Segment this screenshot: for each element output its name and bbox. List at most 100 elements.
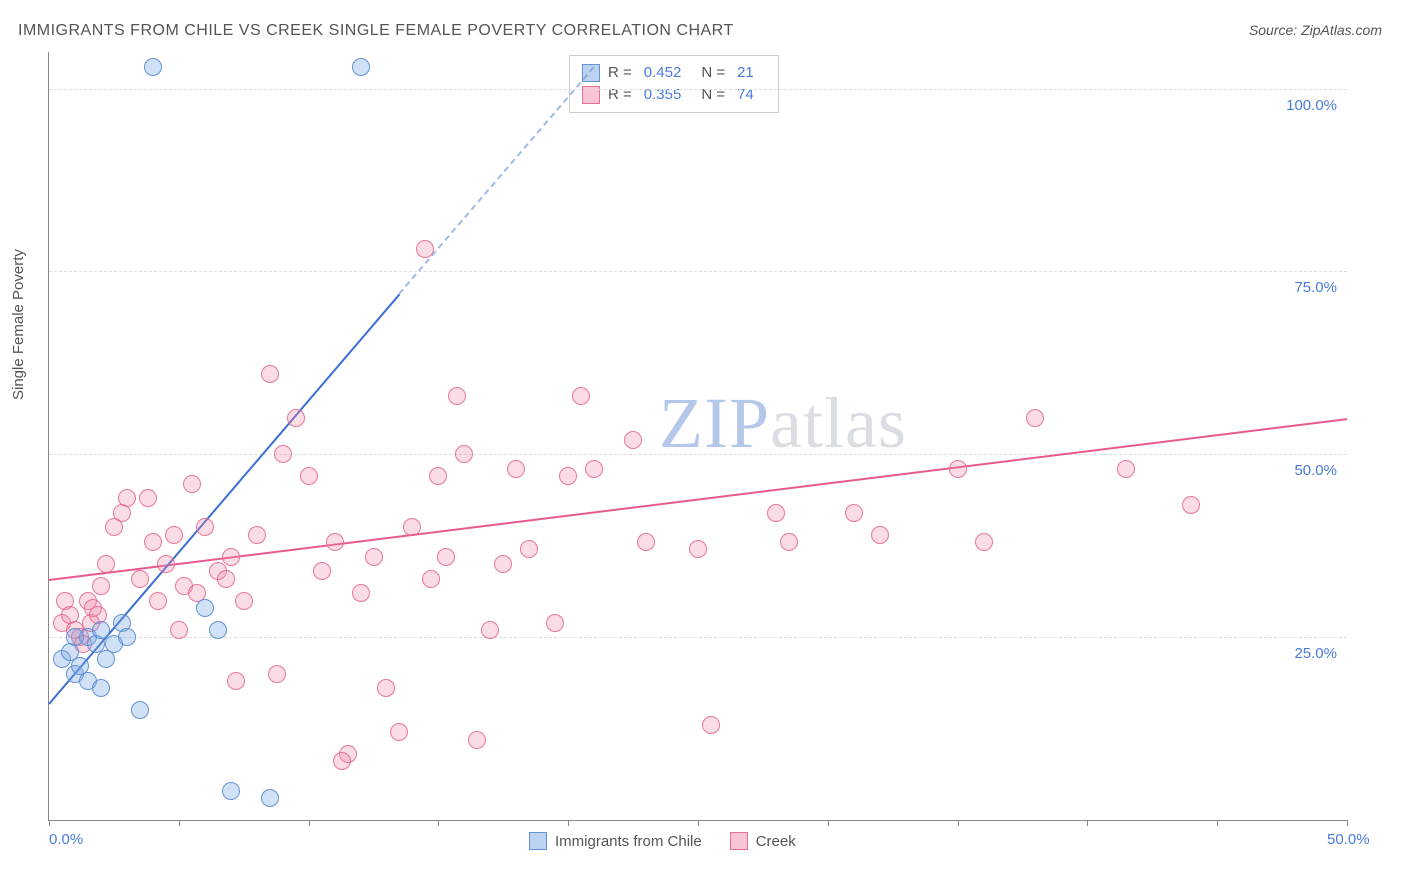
data-point [507, 460, 525, 478]
data-point [92, 577, 110, 595]
y-axis-label: Single Female Poverty [10, 249, 27, 400]
data-point [227, 672, 245, 690]
data-point [455, 445, 473, 463]
data-point [287, 409, 305, 427]
data-point [559, 467, 577, 485]
data-point [118, 489, 136, 507]
data-point [235, 592, 253, 610]
data-point [157, 555, 175, 573]
r-value-pink: 0.355 [644, 84, 682, 106]
data-point [92, 621, 110, 639]
n-value-blue: 21 [737, 62, 754, 84]
data-point [209, 621, 227, 639]
data-point [261, 789, 279, 807]
data-point [131, 570, 149, 588]
x-tick [828, 820, 829, 826]
data-point [222, 548, 240, 566]
data-point [390, 723, 408, 741]
x-tick [1347, 820, 1348, 826]
r-label: R = [608, 62, 632, 84]
data-point [139, 489, 157, 507]
source-prefix: Source: [1249, 22, 1301, 38]
data-point [313, 562, 331, 580]
data-point [165, 526, 183, 544]
data-point [1117, 460, 1135, 478]
data-point [377, 679, 395, 697]
data-point [222, 782, 240, 800]
x-tick [309, 820, 310, 826]
x-tick [49, 820, 50, 826]
data-point [1182, 496, 1200, 514]
n-label: N = [701, 84, 725, 106]
data-point [767, 504, 785, 522]
data-point [196, 599, 214, 617]
data-point [546, 614, 564, 632]
data-point [268, 665, 286, 683]
data-point [437, 548, 455, 566]
data-point [422, 570, 440, 588]
data-point [149, 592, 167, 610]
legend-label-pink: Creek [756, 833, 796, 850]
n-label: N = [701, 62, 725, 84]
gridline [49, 89, 1347, 90]
legend-label-blue: Immigrants from Chile [555, 833, 702, 850]
x-tick [1217, 820, 1218, 826]
y-tick-label: 100.0% [1286, 97, 1337, 114]
data-point [416, 240, 434, 258]
data-point [949, 460, 967, 478]
data-point [144, 533, 162, 551]
data-point [365, 548, 383, 566]
stats-row-pink: R = 0.355 N = 74 [582, 84, 766, 106]
x-tick [438, 820, 439, 826]
data-point [248, 526, 266, 544]
y-tick-label: 75.0% [1294, 279, 1337, 296]
gridline [49, 637, 1347, 638]
data-point [448, 387, 466, 405]
data-point [468, 731, 486, 749]
data-point [494, 555, 512, 573]
x-tick [1087, 820, 1088, 826]
data-point [261, 365, 279, 383]
x-tick [179, 820, 180, 826]
series-legend: Immigrants from Chile Creek [529, 832, 796, 850]
r-value-blue: 0.452 [644, 62, 682, 84]
data-point [183, 475, 201, 493]
data-point [118, 628, 136, 646]
data-point [144, 58, 162, 76]
data-point [429, 467, 447, 485]
data-point [326, 533, 344, 551]
data-point [780, 533, 798, 551]
x-tick-label: 0.0% [49, 831, 83, 848]
legend-item-blue: Immigrants from Chile [529, 832, 702, 850]
data-point [572, 387, 590, 405]
data-point [624, 431, 642, 449]
data-point [520, 540, 538, 558]
data-point [689, 540, 707, 558]
swatch-pink-icon [730, 832, 748, 850]
data-point [975, 533, 993, 551]
chart-title: IMMIGRANTS FROM CHILE VS CREEK SINGLE FE… [18, 22, 734, 40]
watermark-atlas: atlas [770, 383, 907, 463]
n-value-pink: 74 [737, 84, 754, 106]
x-tick [958, 820, 959, 826]
data-point [403, 518, 421, 536]
swatch-blue-icon [529, 832, 547, 850]
gridline [49, 454, 1347, 455]
data-point [352, 584, 370, 602]
chart-plot-area: ZIPatlas R = 0.452 N = 21 R = 0.355 N = … [48, 52, 1347, 821]
y-tick-label: 50.0% [1294, 462, 1337, 479]
x-tick-label: 50.0% [1327, 831, 1370, 848]
source-name: ZipAtlas.com [1301, 22, 1382, 38]
data-point [92, 679, 110, 697]
data-point [131, 701, 149, 719]
stats-row-blue: R = 0.452 N = 21 [582, 62, 766, 84]
data-point [352, 58, 370, 76]
data-point [333, 752, 351, 770]
watermark-zip: ZIP [659, 383, 770, 463]
x-tick [568, 820, 569, 826]
stats-legend: R = 0.452 N = 21 R = 0.355 N = 74 [569, 55, 779, 113]
data-point [585, 460, 603, 478]
data-point [97, 555, 115, 573]
data-point [170, 621, 188, 639]
data-point [274, 445, 292, 463]
